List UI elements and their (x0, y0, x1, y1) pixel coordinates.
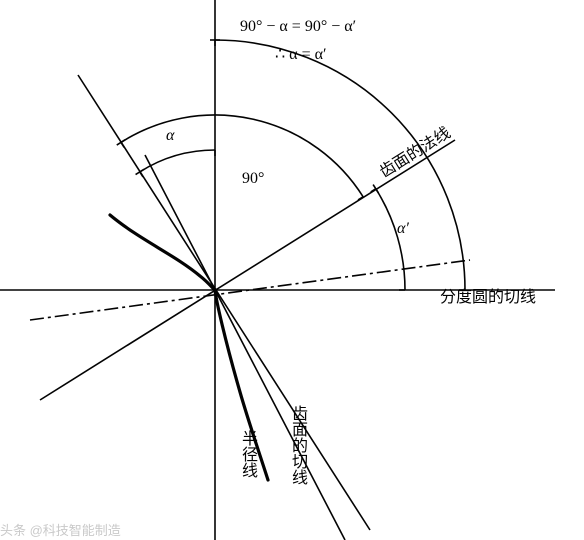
equation-line-1: 90° − α = 90° − α′ (240, 18, 356, 36)
alpha-label: α (166, 127, 174, 145)
ninety-label: 90° (242, 170, 264, 188)
alpha-prime-label: α′ (397, 220, 409, 238)
pitch-tangent-label: 分度圆的切线 (440, 283, 536, 307)
watermark-text: 头条 @科技智能制造 (0, 520, 121, 539)
radius-line-label: 半径线 (235, 430, 259, 478)
equation-line-2: ∴ α = α′ (275, 44, 326, 64)
tooth-tangent-label: 齿面的切线 (285, 405, 309, 485)
